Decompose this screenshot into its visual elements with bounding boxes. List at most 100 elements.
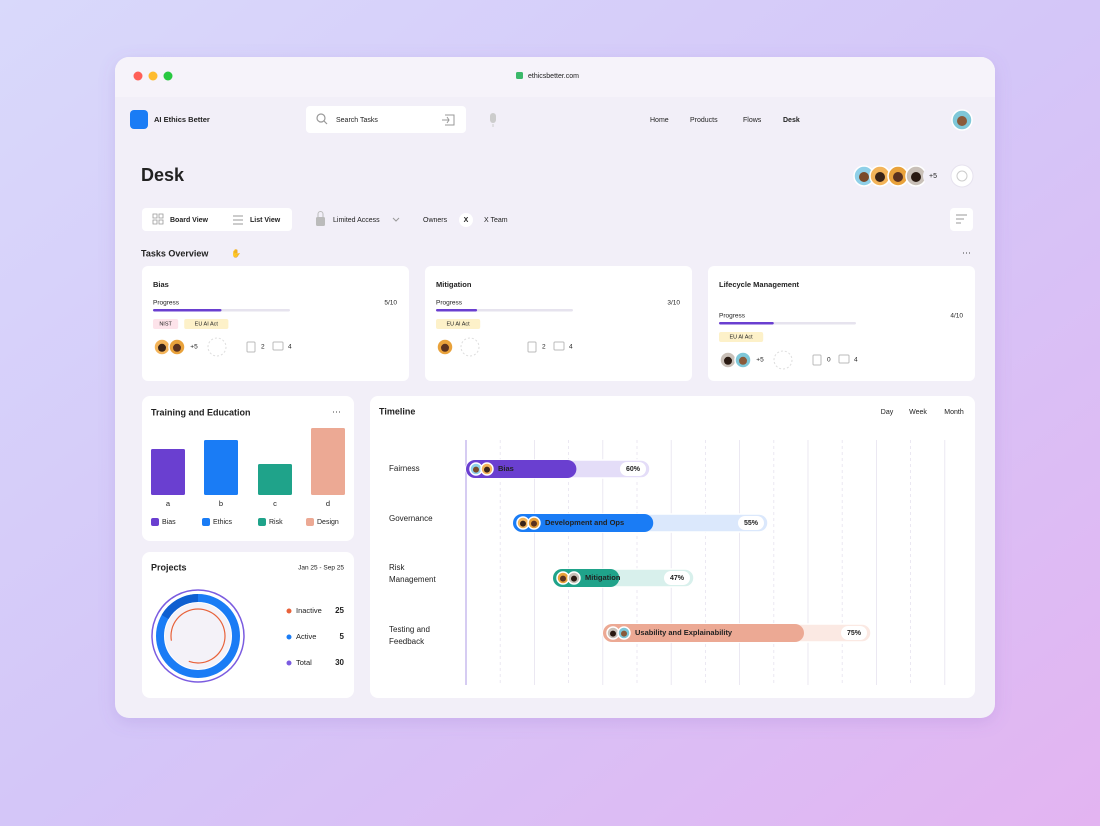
search-placeholder: Search Tasks (336, 117, 378, 124)
avatar-face (531, 520, 537, 527)
nav-link[interactable]: Flows (743, 117, 762, 124)
bar-task: Usability and Explainability (635, 628, 733, 637)
more-members (923, 166, 943, 186)
add-icon (956, 170, 968, 182)
scale-option[interactable]: Day (881, 409, 894, 416)
avatar-face (520, 520, 526, 527)
comment-count: 4 (288, 344, 292, 351)
avatar-face (173, 343, 181, 352)
add-member[interactable] (207, 337, 227, 357)
more-members: +5 (190, 344, 198, 351)
avatar-face (484, 466, 490, 473)
minimize-button[interactable] (148, 71, 158, 81)
file-icon (812, 354, 822, 366)
progress-fill (719, 322, 774, 325)
team-avatars: +5 (853, 165, 943, 187)
bar (151, 449, 185, 495)
add-member[interactable] (460, 337, 480, 357)
progress-text: 75% (847, 630, 862, 637)
row-label: Management (389, 575, 436, 584)
progress-pill (738, 516, 764, 530)
avatar-face (473, 466, 479, 473)
bar (258, 464, 292, 495)
legend-label: Total (296, 658, 312, 667)
scale-option[interactable]: Month (944, 409, 964, 416)
chart-title: Training and Education (151, 407, 251, 417)
more-button[interactable]: ··· (962, 247, 971, 257)
progress-label: Progress (153, 300, 180, 307)
search-box[interactable] (306, 106, 466, 133)
owner-chip-text: X (464, 217, 469, 224)
training-card (142, 396, 354, 541)
donut-center (165, 603, 231, 669)
hand-emoji: ✋ (231, 248, 241, 258)
tag-text: EU AI Act (195, 321, 219, 327)
avatar-face (724, 356, 732, 365)
x-tick-label: c (273, 499, 277, 508)
bar-task: Mitigation (585, 573, 621, 582)
task-card[interactable] (142, 266, 409, 381)
row-label: Fairness (389, 464, 420, 473)
card-title: Timeline (379, 406, 415, 416)
nav-link[interactable]: Desk (783, 117, 800, 124)
legend-label: Active (296, 632, 316, 641)
scale-option[interactable]: Week (909, 409, 927, 416)
maximize-button[interactable] (163, 71, 173, 81)
more-members-count: +5 (929, 173, 937, 180)
file-count: 0 (827, 357, 831, 364)
more-members: +5 (756, 357, 764, 364)
progress-value: 3/10 (667, 300, 680, 307)
progress-label: Progress (436, 300, 463, 307)
comment-count: 4 (569, 344, 573, 351)
mic-icon[interactable] (490, 113, 496, 123)
owner-chip (459, 213, 473, 227)
avatar-face (571, 575, 577, 582)
file-count: 2 (261, 344, 265, 351)
avatar-face (560, 575, 566, 582)
close-button[interactable] (133, 71, 143, 81)
view-option[interactable]: Board View (170, 217, 209, 224)
more-button[interactable]: ··· (332, 406, 341, 416)
bar-fill (466, 460, 577, 478)
projects: Projects Jan 25 - Sep 25 Inactive 25 Active 5… (151, 562, 345, 683)
bar-task: Development and Ops (545, 518, 624, 527)
tag (184, 319, 229, 329)
avatar-face (610, 630, 616, 637)
row-label: Feedback (389, 637, 425, 646)
view-option[interactable]: List View (250, 217, 281, 224)
team-name: X Team (484, 217, 508, 224)
lock-icon (316, 217, 325, 226)
access-dropdown[interactable]: Limited Access (333, 217, 380, 224)
legend-dot (286, 660, 292, 666)
progress-value: 5/10 (384, 300, 397, 307)
add-member[interactable] (773, 350, 793, 370)
legend-value: 5 (340, 632, 345, 641)
task-card[interactable] (425, 266, 692, 381)
comment-icon (838, 354, 850, 364)
task-cards: Bias Progress 5/10 NIST EU AI Act +5 2 4 Mitigat… (142, 266, 975, 381)
progress-text: 47% (670, 575, 685, 582)
progress-pill (664, 571, 690, 585)
tag (436, 319, 481, 329)
task-title: Bias (153, 280, 169, 289)
legend-label: Risk (269, 519, 283, 526)
url: ethicsbetter.com (528, 73, 579, 80)
nav-link[interactable]: Products (690, 117, 718, 124)
avatar-face (859, 172, 869, 182)
avatar-face (739, 356, 747, 365)
lock-icon (516, 72, 523, 79)
search-icon (323, 120, 328, 125)
add-member-button[interactable] (950, 164, 974, 188)
tag-text: EU AI Act (729, 334, 753, 340)
timeline-card (370, 396, 975, 698)
logo[interactable] (130, 110, 148, 129)
submit-icon[interactable] (442, 114, 455, 126)
row-label: Testing and (389, 625, 430, 634)
nav-link[interactable]: Home (650, 117, 669, 124)
file-icon (527, 341, 537, 353)
file-icon (246, 341, 256, 353)
date-range: Jan 25 - Sep 25 (298, 565, 344, 572)
board-icon (152, 213, 164, 225)
